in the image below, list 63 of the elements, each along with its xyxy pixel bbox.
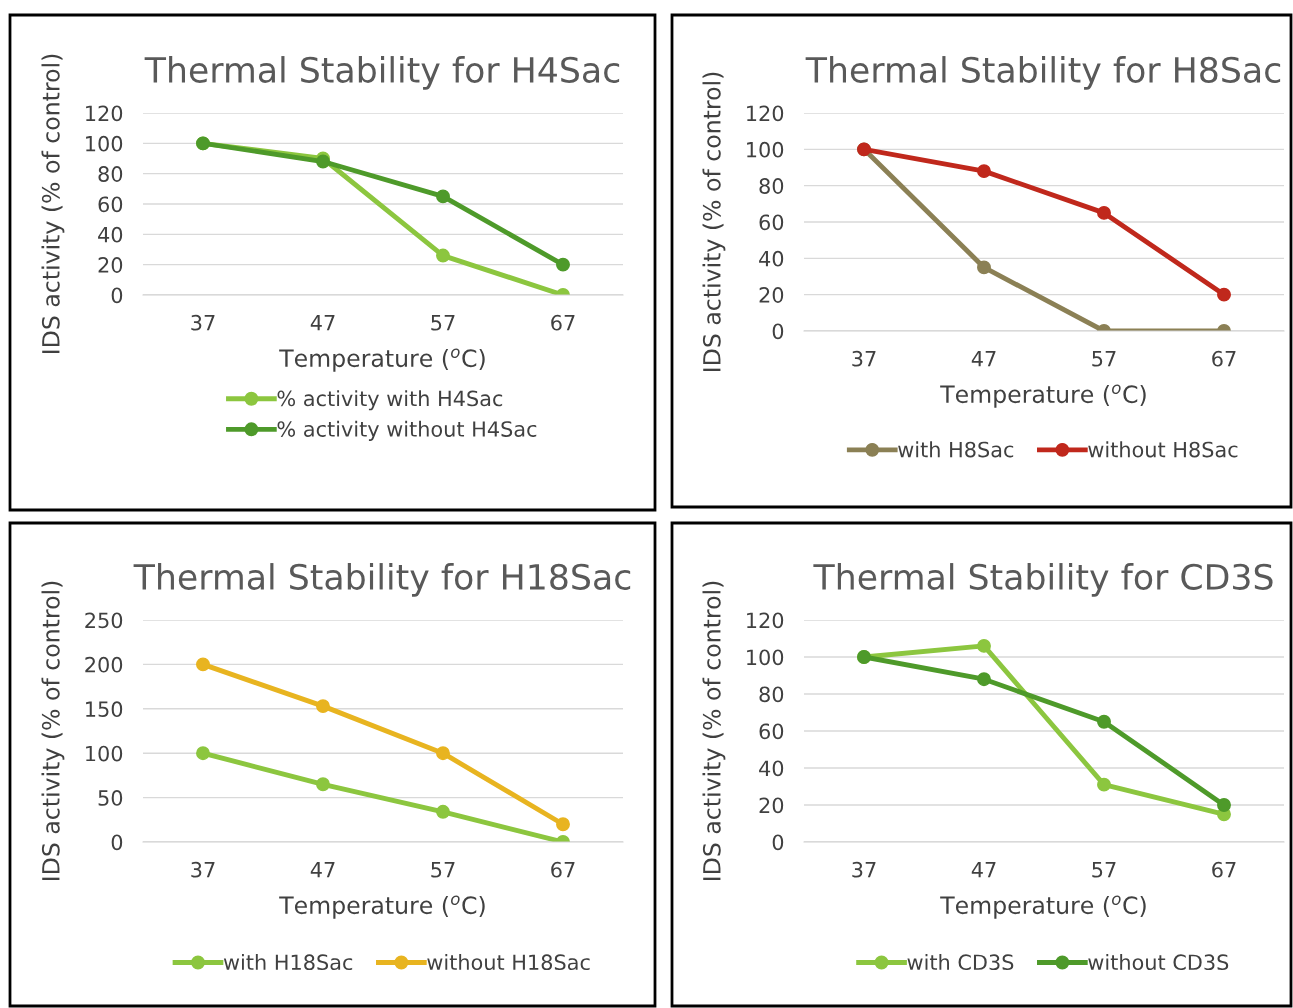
x-tick-label: 67 bbox=[551, 861, 575, 878]
x-axis-title: Temperature ($^{o}$C) bbox=[940, 384, 1146, 408]
legend-label: with CD3S bbox=[907, 953, 1014, 971]
y-tick-label: 60 bbox=[98, 196, 123, 213]
y-tick-label: 80 bbox=[759, 686, 784, 703]
chart-title: Thermal Stability for H4Sac bbox=[144, 56, 620, 90]
y-tick-label: 20 bbox=[759, 287, 784, 303]
x-tick-label: 57 bbox=[1092, 862, 1116, 878]
x-axis-title: Temperature ($^{o}$C) bbox=[279, 895, 485, 919]
x-tick-label: 67 bbox=[1212, 861, 1236, 878]
y-tick-label: 20 bbox=[98, 257, 123, 273]
legend-label: % activity without H4Sac bbox=[277, 420, 537, 441]
chart-title: Thermal Stability for H18Sac bbox=[133, 563, 631, 597]
x-tick-label: 47 bbox=[971, 862, 996, 878]
x-tick-label: 47 bbox=[971, 351, 996, 367]
legend-label: without H18Sac bbox=[427, 953, 590, 971]
y-tick-label: 120 bbox=[747, 105, 784, 122]
y-axis-title: IDS activity (% of control) bbox=[702, 72, 726, 371]
x-tick-label: 57 bbox=[431, 315, 455, 331]
y-tick-label: 80 bbox=[98, 166, 123, 182]
y-tick-label: 0 bbox=[772, 323, 784, 340]
legend-label: without H8Sac bbox=[1088, 441, 1238, 458]
y-tick-label: 40 bbox=[98, 226, 123, 243]
y-tick-label: 0 bbox=[772, 834, 784, 851]
y-tick-label: 60 bbox=[759, 723, 784, 740]
x-tick-label: 37 bbox=[852, 861, 876, 878]
y-tick-label: 50 bbox=[98, 790, 123, 806]
x-tick-label: 37 bbox=[191, 314, 215, 331]
y-tick-label: 40 bbox=[759, 760, 784, 777]
chart-title: Thermal Stability for CD3S bbox=[813, 563, 1273, 597]
x-tick-label: 67 bbox=[551, 314, 575, 331]
x-tick-label: 47 bbox=[310, 315, 335, 331]
y-tick-label: 0 bbox=[111, 287, 123, 304]
x-tick-label: 37 bbox=[852, 350, 876, 367]
y-tick-label: 0 bbox=[111, 834, 123, 851]
y-tick-label: 100 bbox=[747, 649, 784, 666]
y-axis-title: IDS activity (% of control) bbox=[41, 581, 65, 880]
x-tick-label: 57 bbox=[1092, 351, 1116, 367]
chart-title: Thermal Stability for H8Sac bbox=[805, 56, 1281, 90]
legend-label: without CD3S bbox=[1088, 953, 1229, 971]
y-tick-label: 60 bbox=[759, 214, 784, 231]
x-tick-label: 67 bbox=[1212, 350, 1236, 367]
x-tick-label: 47 bbox=[310, 862, 335, 878]
y-tick-label: 200 bbox=[85, 656, 123, 673]
y-tick-label: 150 bbox=[86, 701, 123, 718]
x-axis-title: Temperature ($^{o}$C) bbox=[279, 348, 485, 372]
y-axis-title: IDS activity (% of control) bbox=[702, 581, 726, 880]
y-tick-label: 100 bbox=[86, 135, 123, 152]
y-tick-label: 120 bbox=[747, 612, 784, 629]
legend-label: with H18Sac bbox=[223, 953, 353, 971]
y-tick-label: 100 bbox=[86, 745, 123, 762]
y-tick-label: 40 bbox=[759, 250, 784, 267]
legend-label: with H8Sac bbox=[898, 441, 1014, 458]
y-tick-label: 20 bbox=[759, 797, 784, 814]
x-tick-label: 57 bbox=[431, 862, 455, 878]
y-tick-label: 80 bbox=[759, 178, 784, 194]
y-tick-label: 120 bbox=[86, 105, 123, 122]
x-axis-title: Temperature ($^{o}$C) bbox=[940, 895, 1146, 919]
legend-label: % activity with H4Sac bbox=[277, 390, 503, 411]
y-tick-label: 100 bbox=[747, 141, 784, 158]
y-axis-title: IDS activity (% of control) bbox=[41, 54, 65, 353]
y-tick-label: 250 bbox=[85, 612, 123, 629]
x-tick-label: 37 bbox=[191, 861, 215, 878]
